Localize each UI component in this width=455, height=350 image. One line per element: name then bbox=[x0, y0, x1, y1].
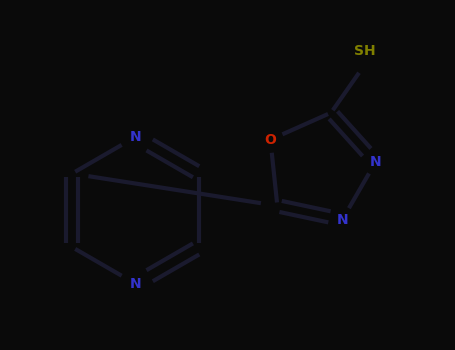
Text: N: N bbox=[370, 155, 381, 169]
Text: N: N bbox=[130, 130, 142, 144]
Text: N: N bbox=[337, 212, 348, 226]
Text: SH: SH bbox=[354, 44, 376, 58]
Text: N: N bbox=[130, 277, 142, 291]
Text: O: O bbox=[264, 133, 276, 147]
